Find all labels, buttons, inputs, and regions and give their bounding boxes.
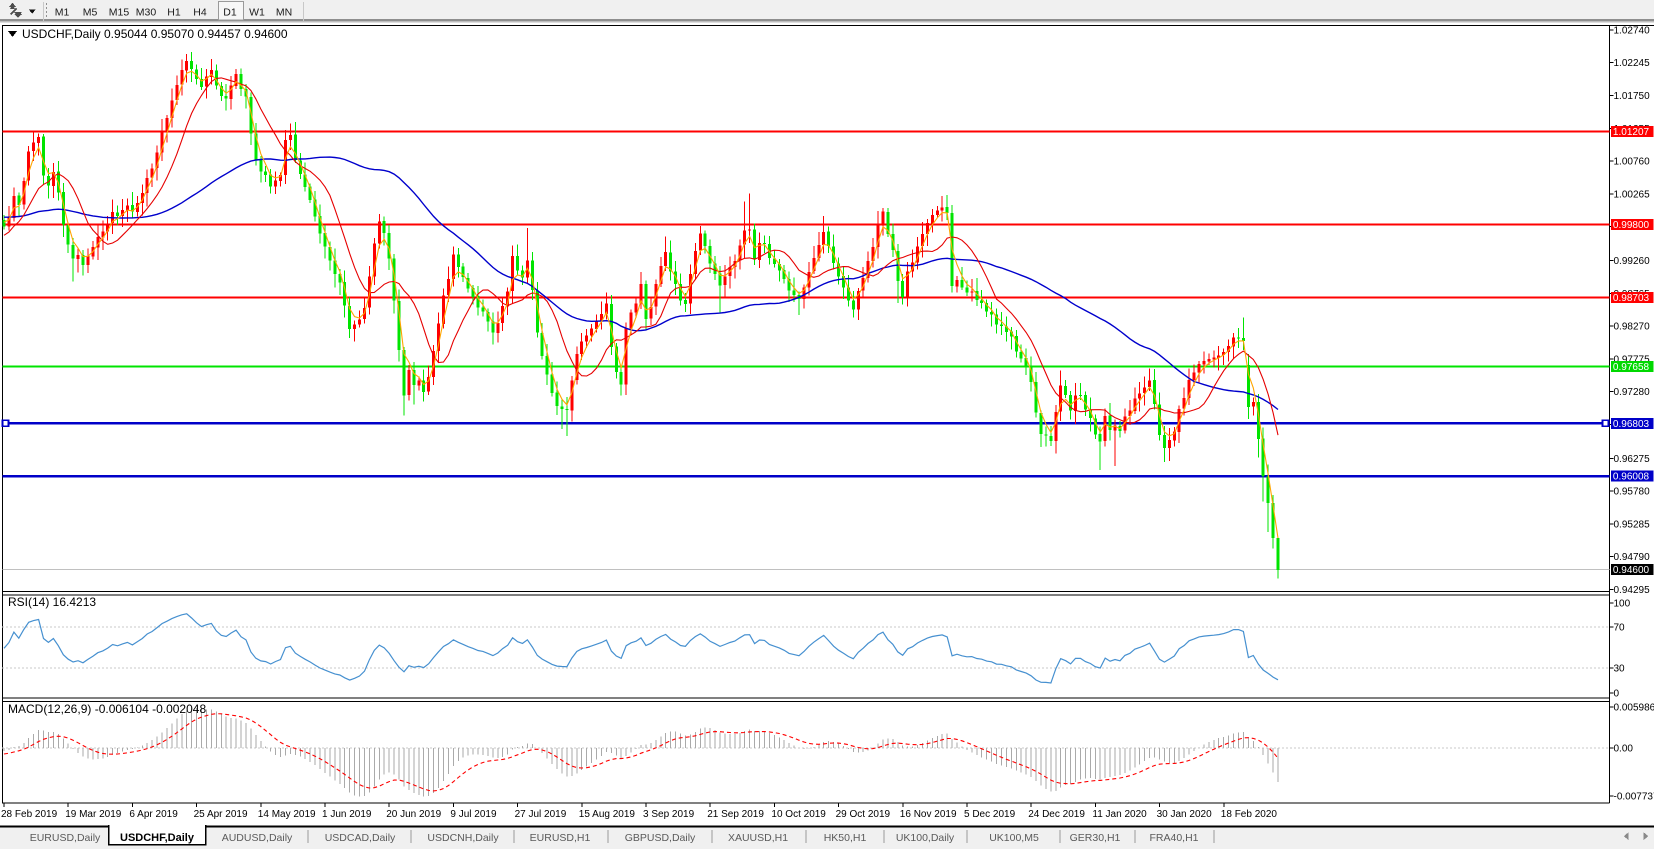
svg-text:10 Oct 2019: 10 Oct 2019 — [771, 809, 826, 820]
svg-text:1.02245: 1.02245 — [1614, 58, 1651, 69]
svg-text:11 Jan 2020: 11 Jan 2020 — [1092, 809, 1147, 820]
svg-text:1.00760: 1.00760 — [1614, 157, 1651, 168]
svg-text:W1: W1 — [249, 7, 265, 19]
svg-text:1.01750: 1.01750 — [1614, 91, 1651, 102]
svg-text:0.94600: 0.94600 — [1613, 565, 1650, 576]
svg-text:H1: H1 — [167, 7, 181, 19]
svg-text:RSI(14) 16.4213: RSI(14) 16.4213 — [8, 595, 96, 609]
svg-text:1.01207: 1.01207 — [1613, 127, 1650, 138]
svg-text:0.94790: 0.94790 — [1614, 552, 1651, 563]
svg-text:0.96275: 0.96275 — [1614, 454, 1651, 465]
svg-text:AUDUSD,Daily: AUDUSD,Daily — [222, 832, 293, 844]
svg-text:0: 0 — [1614, 689, 1620, 700]
svg-text:20 Jun 2019: 20 Jun 2019 — [386, 809, 441, 820]
svg-text:EURUSD,Daily: EURUSD,Daily — [30, 832, 101, 844]
svg-text:0.97280: 0.97280 — [1614, 387, 1651, 398]
svg-text:M1: M1 — [55, 7, 70, 19]
svg-text:USDCNH,Daily: USDCNH,Daily — [427, 832, 499, 844]
svg-text:0.99260: 0.99260 — [1614, 256, 1651, 267]
svg-text:14 May 2019: 14 May 2019 — [258, 809, 316, 820]
svg-text:UK100,Daily: UK100,Daily — [896, 832, 955, 844]
svg-text:0.96803: 0.96803 — [1613, 419, 1650, 430]
svg-text:FRA40,H1: FRA40,H1 — [1149, 832, 1198, 844]
svg-text:16 Nov 2019: 16 Nov 2019 — [900, 809, 957, 820]
svg-text:15 Aug 2019: 15 Aug 2019 — [579, 809, 636, 820]
svg-text:25 Apr 2019: 25 Apr 2019 — [194, 809, 248, 820]
svg-text:0.97658: 0.97658 — [1613, 362, 1650, 373]
svg-text:30 Jan 2020: 30 Jan 2020 — [1157, 809, 1212, 820]
svg-text:100: 100 — [1614, 599, 1631, 610]
svg-text:D1: D1 — [223, 7, 237, 19]
svg-text:H4: H4 — [193, 7, 207, 19]
svg-text:MACD(12,26,9) -0.006104 -0.002: MACD(12,26,9) -0.006104 -0.002048 — [8, 702, 206, 716]
svg-text:GER30,H1: GER30,H1 — [1070, 832, 1121, 844]
svg-text:70: 70 — [1614, 623, 1626, 634]
svg-text:EURUSD,H1: EURUSD,H1 — [530, 832, 591, 844]
svg-text:1.00265: 1.00265 — [1614, 189, 1651, 200]
svg-text:0.98270: 0.98270 — [1614, 322, 1651, 333]
svg-text:0.95285: 0.95285 — [1614, 519, 1651, 530]
svg-text:29 Oct 2019: 29 Oct 2019 — [836, 809, 891, 820]
svg-text:1.02740: 1.02740 — [1614, 25, 1651, 36]
svg-text:21 Sep 2019: 21 Sep 2019 — [707, 809, 764, 820]
svg-text:18 Feb 2020: 18 Feb 2020 — [1221, 809, 1278, 820]
svg-text:USDCHF,Daily: USDCHF,Daily — [120, 832, 195, 844]
svg-text:27 Jul 2019: 27 Jul 2019 — [515, 809, 567, 820]
svg-text:0.95780: 0.95780 — [1614, 487, 1651, 498]
svg-text:0.94295: 0.94295 — [1614, 585, 1651, 596]
svg-text:M30: M30 — [136, 7, 157, 19]
svg-text:GBPUSD,Daily: GBPUSD,Daily — [625, 832, 696, 844]
svg-text:24 Dec 2019: 24 Dec 2019 — [1028, 809, 1085, 820]
svg-text:XAUUSD,H1: XAUUSD,H1 — [728, 832, 788, 844]
svg-text:UK100,M5: UK100,M5 — [989, 832, 1039, 844]
svg-text:0.005986: 0.005986 — [1614, 703, 1654, 714]
svg-text:30: 30 — [1614, 664, 1626, 675]
svg-text:USDCAD,Daily: USDCAD,Daily — [325, 832, 396, 844]
svg-text:5 Dec 2019: 5 Dec 2019 — [964, 809, 1016, 820]
svg-text:-0.007737: -0.007737 — [1614, 792, 1654, 803]
svg-text:M5: M5 — [83, 7, 98, 19]
svg-text:USDCHF,Daily 0.95044 0.95070: USDCHF,Daily 0.95044 0.95070 0.94457 0.9… — [22, 27, 288, 41]
svg-text:HK50,H1: HK50,H1 — [824, 832, 867, 844]
svg-text:0.96008: 0.96008 — [1613, 472, 1650, 483]
svg-text:1 Jun 2019: 1 Jun 2019 — [322, 809, 372, 820]
svg-text:M15: M15 — [109, 7, 130, 19]
svg-text:6 Apr 2019: 6 Apr 2019 — [129, 809, 178, 820]
svg-text:9 Jul 2019: 9 Jul 2019 — [450, 809, 497, 820]
svg-text:0.98703: 0.98703 — [1613, 293, 1650, 304]
svg-text:0.00: 0.00 — [1614, 744, 1634, 755]
svg-text:MN: MN — [276, 7, 292, 19]
svg-text:0.99800: 0.99800 — [1613, 220, 1650, 231]
svg-text:3 Sep 2019: 3 Sep 2019 — [643, 809, 695, 820]
svg-text:28 Feb 2019: 28 Feb 2019 — [1, 809, 58, 820]
svg-text:19 Mar 2019: 19 Mar 2019 — [65, 809, 122, 820]
